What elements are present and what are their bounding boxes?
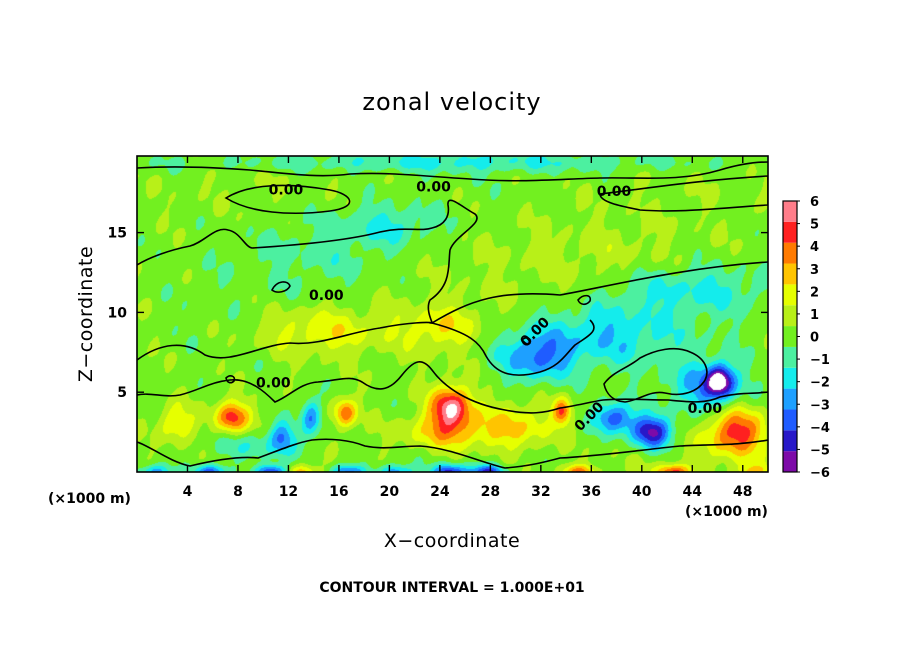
colorbar-label: −6 (810, 466, 830, 481)
colorbar-segment (783, 305, 797, 327)
contour-label: 0.00 (688, 401, 723, 417)
contour-line-small-loop-a (270, 281, 291, 293)
colorbar-label: 1 (810, 308, 819, 323)
colorbar-label: 4 (810, 240, 819, 255)
contour-line-top (137, 161, 768, 182)
contour-line-lower (137, 361, 768, 414)
colorbar-segment (783, 284, 797, 306)
colorbar-segment (783, 430, 797, 452)
contour-line-small-loop-b (577, 294, 592, 306)
colorbar-segment (783, 451, 797, 472)
x-tick-label: 44 (683, 484, 703, 500)
contour-label: 0.00 (416, 179, 451, 195)
colorbar-segment (783, 201, 797, 222)
contour-label-text: 0.00 (688, 401, 723, 417)
contour-label: 0.00 (269, 183, 304, 199)
colorbar-label: −5 (810, 443, 830, 458)
colorbar-label: −4 (810, 421, 830, 436)
colorbar-segment (783, 263, 797, 285)
zero-contours (137, 161, 768, 469)
colorbar-label: −3 (810, 398, 830, 413)
colorbar-label: 6 (810, 195, 819, 210)
contour-line-middle (137, 199, 768, 324)
contour-line-upper-island (224, 184, 351, 215)
contour-label: 0.00 (597, 184, 632, 200)
colorbar-label: 0 (810, 331, 819, 346)
contour-line-bottom (137, 438, 768, 469)
contour-label: 0.00 (256, 376, 291, 392)
contour-line-small-loop-c (225, 375, 236, 384)
contour-line-mid-loop (137, 319, 595, 376)
x-tick-label: 24 (430, 484, 450, 500)
y-axis-ticks: 5 10 15 (108, 226, 768, 401)
colorbar-label: 5 (810, 218, 819, 233)
contour-label: 0.00 (309, 288, 344, 304)
colorbar-segment (783, 367, 797, 389)
x-tick-label: 12 (279, 484, 298, 500)
x-unit-left: (×1000 m) (48, 491, 131, 507)
x-tick-label: 16 (329, 484, 348, 500)
colorbar-segment (783, 409, 797, 431)
x-tick-label: 48 (733, 484, 752, 500)
y-axis-label: Z−coordinate (75, 246, 97, 382)
x-tick-label: 40 (632, 484, 652, 500)
x-tick-label: 32 (531, 484, 550, 500)
contour-interval-note: CONTOUR INTERVAL = 1.000E+01 (319, 580, 584, 596)
x-tick-label: 36 (582, 484, 601, 500)
colorbar-label: −1 (810, 353, 830, 368)
y-tick-label: 15 (108, 226, 127, 242)
velocity-field (137, 156, 768, 472)
colorbar-segment (783, 242, 797, 264)
colorbar-label: 2 (810, 285, 819, 300)
contour-label-text: 0.00 (256, 376, 291, 392)
colorbar-label: −2 (810, 376, 830, 391)
contour-label-text: 0.00 (269, 183, 304, 199)
x-tick-label: 20 (380, 484, 400, 500)
contour-label-text: 0.00 (597, 184, 632, 200)
x-axis-ticks: 4 8 12 16 20 24 28 32 36 40 44 48 (183, 156, 753, 500)
contour-line-upper-right (599, 175, 768, 212)
colorbar-segment (783, 346, 797, 368)
chart-title: zonal velocity (362, 88, 541, 116)
y-tick-label: 5 (117, 385, 127, 401)
colorbar-segment (783, 326, 797, 347)
contour-line-right-lobe (603, 347, 708, 403)
colorbar: −6 −5 −4 −3 −2 −1 0 1 2 3 4 5 6 (782, 195, 830, 481)
x-tick-label: 8 (233, 484, 243, 500)
colorbar-label: 3 (810, 263, 819, 278)
y-tick-label: 10 (108, 305, 128, 321)
colorbar-segment (783, 221, 797, 243)
plot-frame (136, 155, 769, 473)
velocity-field-image (137, 156, 768, 472)
x-unit-right: (×1000 m) (685, 504, 768, 520)
contour-label-text: 0.00 (416, 179, 451, 195)
x-axis-label: X−coordinate (384, 530, 520, 552)
x-tick-label: 28 (481, 484, 500, 500)
x-tick-label: 4 (183, 484, 193, 500)
colorbar-segment (783, 388, 797, 410)
contour-label-text: 0.00 (309, 288, 344, 304)
contour-line-small-loop-d (521, 337, 532, 346)
